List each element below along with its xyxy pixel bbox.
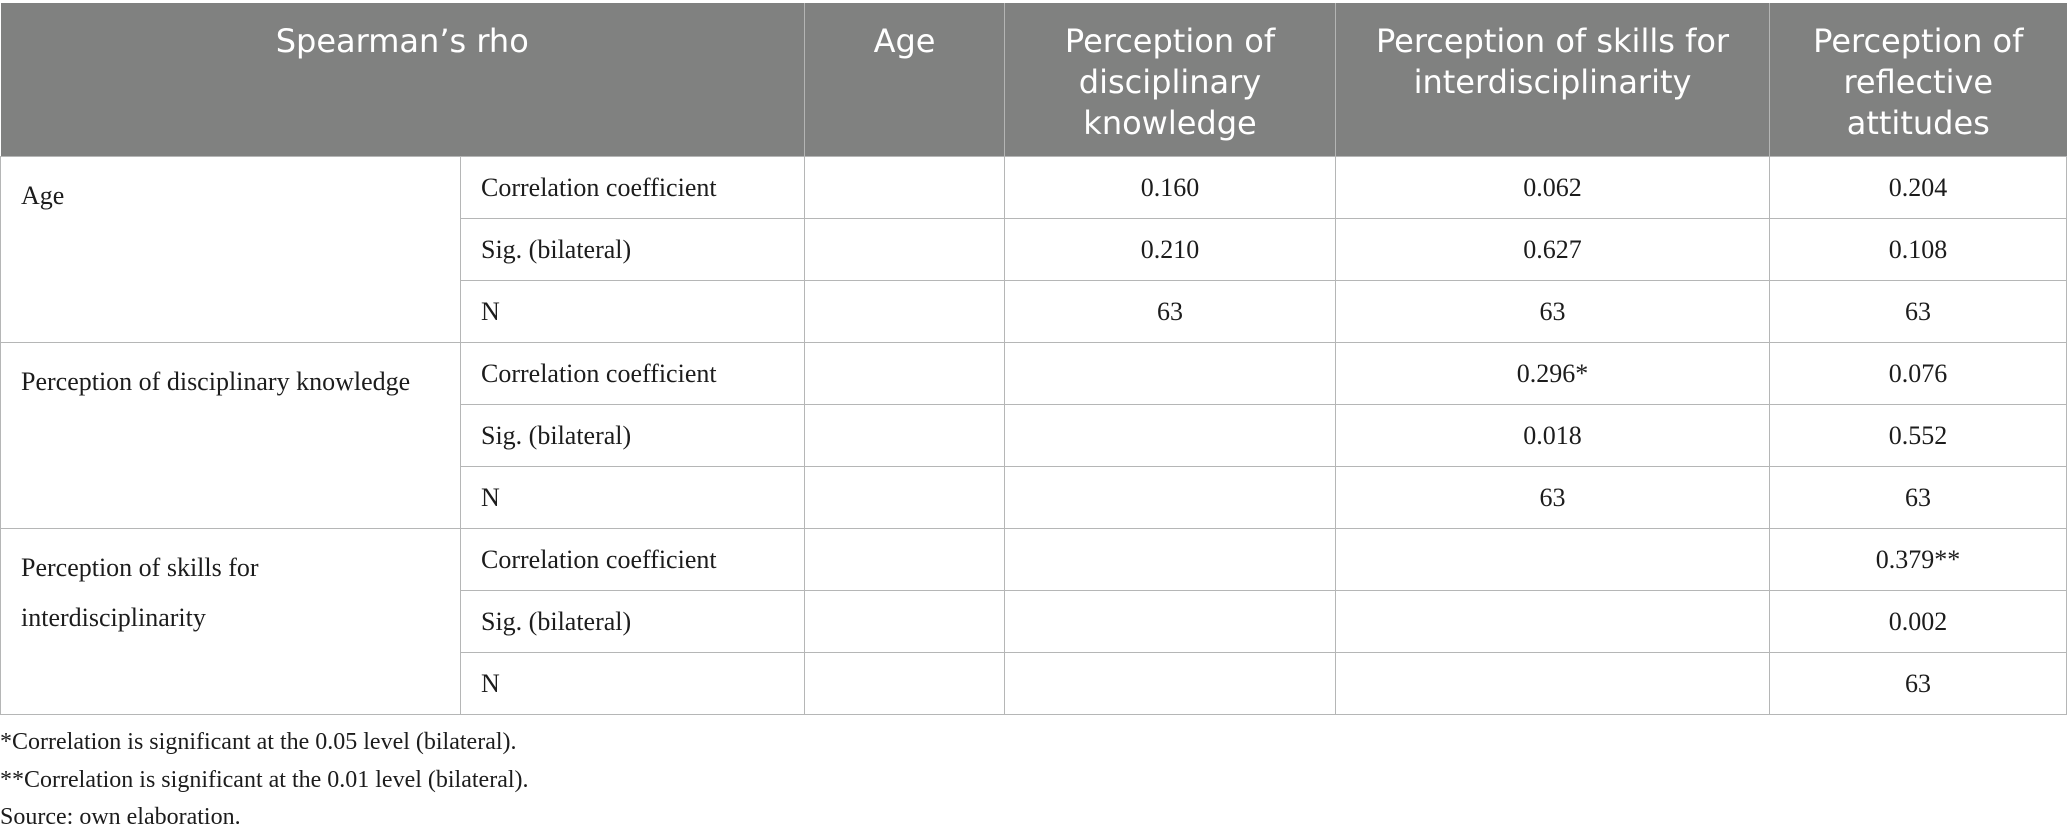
knowledge-cell (1004, 404, 1337, 467)
attitudes-cell: 0.076 (1769, 342, 2067, 405)
table-footnotes: *Correlation is significant at the 0.05 … (0, 724, 529, 837)
attitudes-cell: 0.552 (1769, 404, 2067, 467)
footnote-source: Source: own elaboration. (0, 804, 241, 830)
table-row: N 63 63 63 (1, 280, 2067, 343)
age-cell (804, 218, 1006, 281)
stat-label: Correlation coefficient (459, 528, 806, 591)
row-group-label: Perception of skills for interdisciplina… (0, 528, 461, 715)
age-cell (804, 156, 1006, 219)
table-row: Perception of skills for interdisciplina… (0, 528, 2067, 715)
age-cell (804, 404, 1006, 467)
knowledge-cell (1004, 590, 1337, 653)
knowledge-cell: 0.210 (1004, 218, 1337, 281)
knowledge-cell (1004, 466, 1337, 529)
stat-label: Sig. (bilateral) (459, 590, 806, 653)
attitudes-cell: 0.204 (1769, 156, 2067, 219)
header-disciplinary-knowledge: Perception of disciplinary knowledge (1004, 3, 1336, 157)
age-cell (804, 466, 1006, 529)
age-cell (804, 652, 1006, 715)
skills-cell (1335, 590, 1771, 653)
knowledge-cell: 63 (1004, 280, 1337, 343)
table-row: Perception of disciplinary knowledge Cor… (0, 342, 2067, 529)
stat-label: N (459, 652, 806, 715)
table-row: Sig. (bilateral) 0.018 0.552 (1, 404, 2067, 467)
table-row: N 63 (1, 652, 2067, 715)
stat-label: N (459, 280, 806, 343)
skills-cell (1335, 528, 1771, 591)
footnote-significance-005: *Correlation is significant at the 0.05 … (0, 729, 517, 755)
stat-label: Sig. (bilateral) (459, 218, 806, 281)
row-group-label: Age (0, 156, 461, 343)
header-skills-interdisciplinarity: Perception of skills for interdisciplina… (1335, 3, 1770, 157)
knowledge-cell (1004, 652, 1337, 715)
skills-cell (1335, 652, 1771, 715)
header-spearmans-rho: Spearman’s rho (0, 3, 805, 157)
stat-label: Correlation coefficient (459, 342, 806, 405)
header-row: Spearman’s rho Age Perception of discipl… (0, 3, 2067, 157)
footnote-significance-001: **Correlation is significant at the 0.01… (0, 766, 529, 793)
table-row: Sig. (bilateral) 0.002 (1, 590, 2067, 653)
skills-cell: 0.018 (1335, 404, 1771, 467)
table-row: Age Correlation coefficient 0.160 0.062 … (0, 156, 2067, 343)
correlation-table: Spearman’s rho Age Perception of discipl… (0, 3, 2067, 715)
stat-label: N (459, 466, 806, 529)
stat-label: Correlation coefficient (459, 156, 806, 219)
age-cell (804, 280, 1006, 343)
age-cell (804, 342, 1006, 405)
attitudes-cell: 63 (1769, 652, 2067, 715)
header-age: Age (804, 3, 1005, 157)
skills-cell: 63 (1335, 280, 1771, 343)
header-reflective-attitudes: Perception of reflective attitudes (1769, 3, 2067, 157)
attitudes-cell: 63 (1769, 466, 2067, 529)
skills-cell: 63 (1335, 466, 1771, 529)
attitudes-cell: 63 (1769, 280, 2067, 343)
stat-label: Sig. (bilateral) (459, 404, 806, 467)
skills-cell: 0.627 (1335, 218, 1771, 281)
knowledge-cell (1004, 342, 1337, 405)
knowledge-cell: 0.160 (1004, 156, 1337, 219)
skills-cell: 0.296* (1335, 342, 1771, 405)
age-cell (804, 528, 1006, 591)
row-group-label: Perception of disciplinary knowledge (0, 342, 461, 529)
attitudes-cell: 0.002 (1769, 590, 2067, 653)
attitudes-cell: 0.379** (1769, 528, 2067, 591)
age-cell (804, 590, 1006, 653)
knowledge-cell (1004, 528, 1337, 591)
attitudes-cell: 0.108 (1769, 218, 2067, 281)
skills-cell: 0.062 (1335, 156, 1771, 219)
